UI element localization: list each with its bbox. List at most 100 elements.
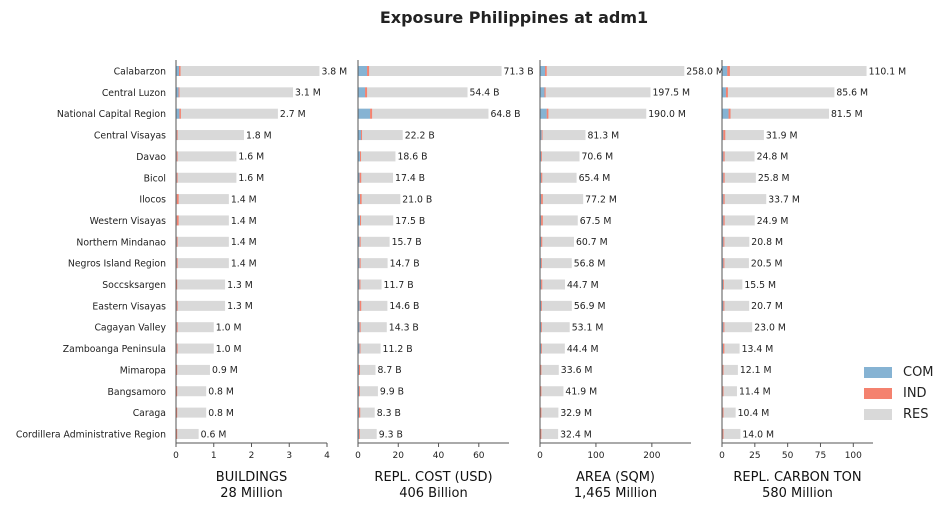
bar-res	[176, 258, 229, 269]
bar-com	[358, 130, 362, 141]
bar-res	[540, 87, 651, 98]
bar-res	[176, 194, 229, 205]
bar-res	[358, 172, 394, 183]
bar-res	[540, 300, 572, 311]
region-label: Bangsamoro	[108, 387, 167, 398]
bar-com	[540, 343, 542, 354]
x-tick-label: 1	[211, 451, 217, 461]
bar-ind	[540, 386, 542, 397]
data-label: 14.6 B	[389, 301, 419, 312]
bar-ind	[723, 343, 725, 354]
bar-ind	[359, 258, 361, 269]
x-axis-subtitle: 1,465 Million	[574, 486, 657, 501]
bar-com	[358, 300, 360, 311]
bar-ind	[176, 428, 178, 439]
data-label: 65.4 M	[579, 173, 611, 184]
bar-com	[540, 87, 545, 98]
bar-res	[540, 194, 584, 205]
bar-res	[176, 322, 214, 333]
bar-com	[722, 300, 724, 311]
data-label: 32.9 M	[560, 408, 592, 419]
region-label: Negros Island Region	[68, 259, 166, 270]
bar-ind	[360, 194, 362, 205]
region-label: Cordillera Administrative Region	[16, 429, 166, 440]
region-label: Davao	[136, 152, 166, 163]
bar-res	[358, 386, 378, 397]
bar-com	[358, 194, 361, 205]
data-label: 11.2 B	[383, 344, 413, 355]
bar-com	[176, 87, 179, 98]
data-label: 21.0 B	[402, 194, 432, 205]
bar-ind	[359, 428, 360, 439]
data-label: 56.9 M	[574, 301, 606, 312]
legend: COM IND RES	[864, 362, 934, 425]
bar-com	[540, 172, 542, 183]
bar-ind	[176, 386, 178, 397]
bar-ind	[541, 130, 543, 141]
bar-res	[722, 279, 743, 290]
data-label: 20.8 M	[751, 237, 783, 248]
bar-ind	[541, 151, 542, 162]
x-tick-label: 0	[537, 451, 543, 461]
data-label: 15.7 B	[392, 237, 422, 248]
bar-com	[722, 279, 724, 290]
bar-com	[540, 108, 547, 119]
bar-ind	[541, 279, 543, 290]
bar-ind	[176, 322, 178, 333]
x-axis-label: REPL. CARBON TON	[733, 470, 861, 485]
bar-res	[722, 108, 830, 119]
data-label: 24.9 M	[757, 216, 789, 227]
bar-res	[176, 279, 226, 290]
bar-ind	[723, 300, 725, 311]
data-label: 11.4 M	[739, 387, 771, 398]
data-label: 24.8 M	[757, 152, 789, 163]
bar-ind	[359, 386, 360, 397]
bar-ind	[722, 364, 724, 375]
bar-ind	[722, 386, 724, 397]
data-label: 0.8 M	[208, 408, 234, 419]
bar-ind	[541, 172, 543, 183]
bar-res	[358, 428, 377, 439]
data-label: 10.4 M	[738, 408, 770, 419]
bar-ind	[723, 258, 725, 269]
bar-res	[722, 428, 741, 439]
bar-com	[358, 236, 360, 247]
bar-res	[358, 215, 394, 226]
bar-ind	[723, 322, 725, 333]
region-label: Calabarzon	[114, 67, 166, 78]
legend-swatch-res	[864, 409, 892, 420]
bar-res	[176, 364, 210, 375]
bar-ind	[541, 194, 543, 205]
data-label: 81.5 M	[831, 109, 863, 120]
region-label: Bicol	[144, 173, 166, 184]
bar-com	[540, 300, 542, 311]
bar-com	[722, 236, 724, 247]
x-tick-label: 100	[587, 451, 604, 461]
region-label: Ilocos	[139, 195, 166, 206]
bar-ind	[176, 215, 179, 226]
bar-res	[540, 130, 586, 141]
region-label: Northern Mindanao	[76, 237, 166, 248]
bar-com	[358, 172, 360, 183]
bar-com	[722, 108, 729, 119]
data-label: 1.0 M	[216, 344, 242, 355]
data-label: 18.6 B	[397, 152, 427, 163]
data-label: 1.4 M	[231, 216, 257, 227]
data-label: 1.3 M	[227, 280, 253, 291]
bar-res	[176, 386, 207, 397]
bar-ind	[722, 407, 724, 418]
bar-com	[722, 322, 724, 333]
bar-res	[722, 386, 737, 397]
chart-title: Exposure Philippines at adm1	[379, 8, 649, 27]
data-label: 9.3 B	[379, 429, 403, 440]
bar-res	[722, 322, 753, 333]
data-label: 44.7 M	[567, 280, 599, 291]
bar-ind	[723, 172, 725, 183]
x-tick-label: 20	[393, 451, 405, 461]
bar-res	[722, 194, 767, 205]
x-axis-subtitle: 580 Million	[762, 486, 833, 501]
bar-com	[358, 428, 360, 439]
bar-res	[176, 172, 237, 183]
bar-ind	[176, 279, 178, 290]
bar-res	[540, 322, 570, 333]
